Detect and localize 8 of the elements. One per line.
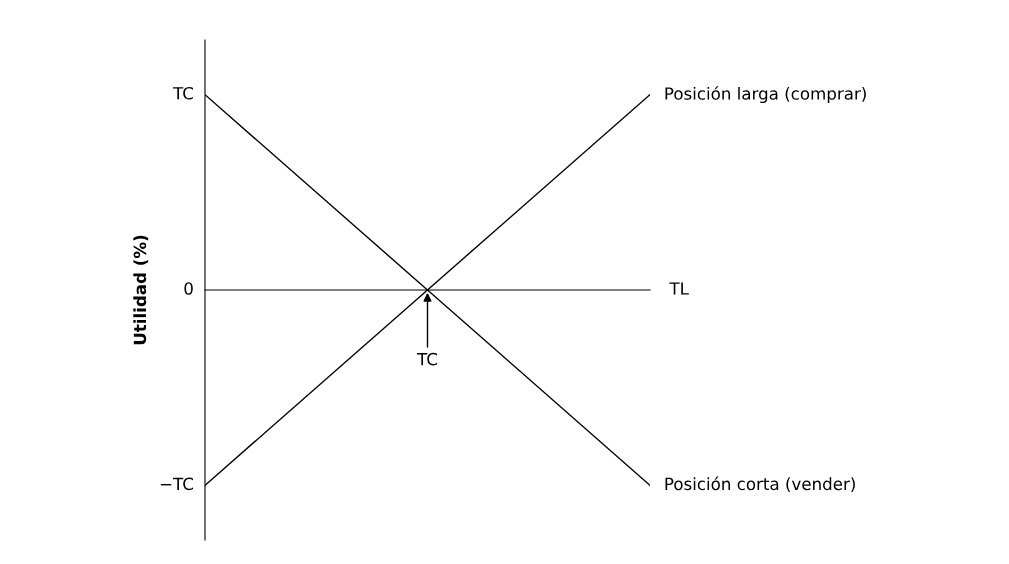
series-label: Posición corta (vender) — [665, 476, 855, 493]
text: TC — [173, 86, 193, 100]
text: −TC — [160, 477, 193, 491]
y-axis-title: Utilidad (%) — [133, 235, 149, 345]
text: 0 — [184, 282, 193, 295]
x-axis-title: TL — [669, 282, 689, 295]
annotation: TC — [417, 352, 438, 366]
series-label: Posición larga (comprar) — [665, 86, 866, 104]
